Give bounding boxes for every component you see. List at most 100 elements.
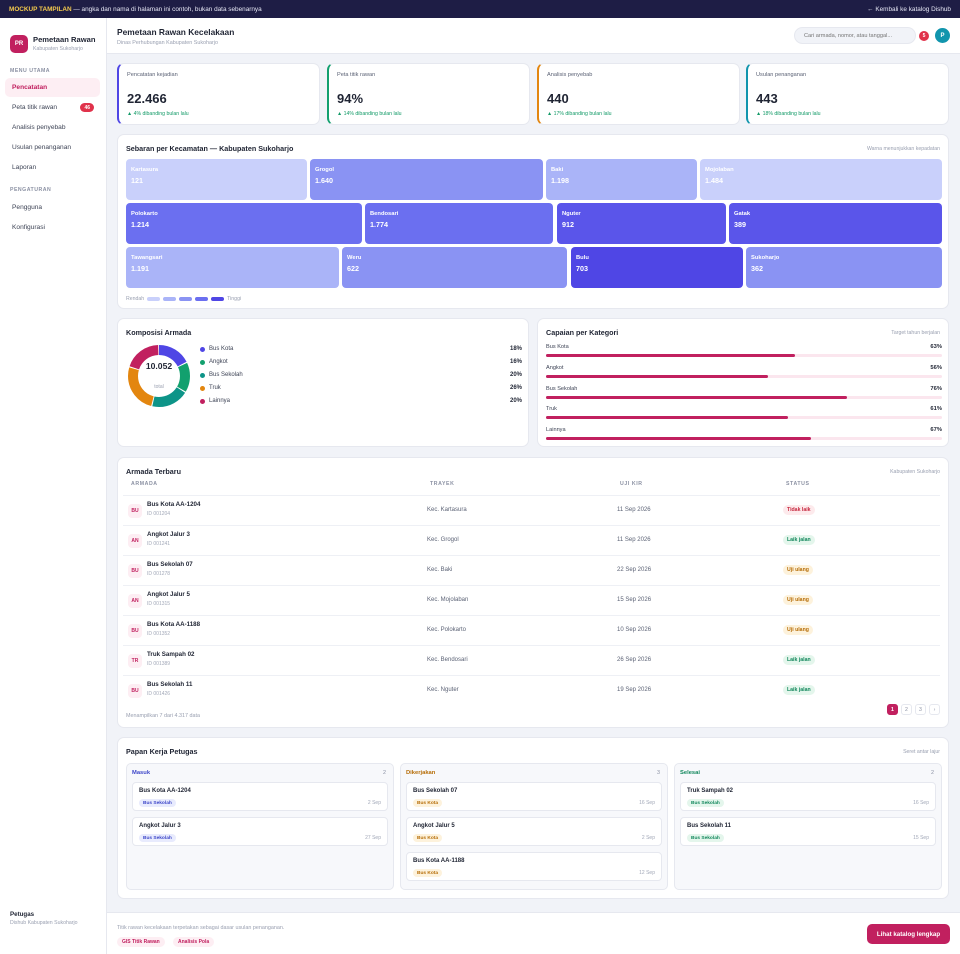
task-date: 2 Sep [367, 800, 381, 806]
density-legend: Rendah Tinggi [126, 296, 241, 302]
status-badge: Uji ulang [783, 625, 813, 635]
legend-label: Lainnya [209, 398, 231, 404]
progress-track [546, 375, 942, 378]
vehicle-code: BU [128, 684, 142, 698]
sidebar-item-label: Pencatatan [12, 84, 48, 91]
progress-label: Bus Sekolah [546, 386, 578, 392]
column-header[interactable]: ARMADA [131, 481, 158, 487]
task-card[interactable]: Bus Sekolah 11 Bus Sekolah 15 Sep [680, 817, 936, 846]
tile-name: Kartasura [131, 167, 159, 173]
treemap-tile[interactable]: Weru 622 [342, 247, 567, 288]
sidebar-item-laporan[interactable]: Laporan [5, 158, 100, 177]
status-badge: Laik jalan [783, 535, 815, 545]
legend-swatch [179, 297, 193, 301]
lane-selesai[interactable]: Selesai 2 Truk Sampah 02 Bus Sekolah 16 Se… [674, 763, 942, 890]
table-row[interactable]: TR Truk Sampah 02 ID 001389 Kec. Bendosari 2… [123, 645, 940, 675]
task-card[interactable]: Bus Kota AA-1188 Bus Kota 12 Sep [406, 852, 662, 881]
kpi-label: Usulan penanganan [756, 72, 807, 78]
column-header[interactable]: TRAYEK [430, 481, 455, 487]
vehicle-name: Bus Sekolah 07 [147, 561, 193, 568]
task-card[interactable]: Bus Sekolah 07 Bus Kota 16 Sep [406, 782, 662, 811]
legend-label: Bus Kota [209, 346, 234, 352]
sidebar-item-konfigurasi[interactable]: Konfigurasi [5, 218, 100, 237]
legend-item: Bus Kota 18% [200, 344, 522, 354]
kpi-card-peta[interactable]: Peta titik rawan 94% ▲ 14% dibanding bul… [327, 63, 530, 125]
page-button[interactable]: 1 [887, 704, 898, 715]
view-catalog-button[interactable]: Lihat katalog lengkap [867, 924, 950, 944]
progress-pct: 67% [930, 427, 942, 433]
treemap-tile[interactable]: Bulu 703 [571, 247, 743, 288]
lane-masuk[interactable]: Masuk 2 Bus Kota AA-1204 Bus Sekolah 2 Sep… [126, 763, 394, 890]
sidebar-item-pengguna[interactable]: Pengguna [5, 198, 100, 217]
page-footer: Titik rawan kecelakaan terpetakan sebaga… [107, 912, 960, 954]
treemap-tile[interactable]: Baki 1.198 [546, 159, 697, 200]
vehicle-name: Angkot Jalur 3 [147, 531, 190, 538]
tile-value: 912 [562, 220, 574, 229]
legend-dot [200, 372, 205, 378]
progress-fill [546, 396, 847, 399]
progress-label: Bus Kota [546, 344, 569, 350]
treemap-card: Sebaran per Kecamatan — Kabupaten Sukoha… [117, 134, 949, 309]
back-to-catalog-link[interactable]: ← Kembali ke katalog Dishub [867, 5, 951, 13]
progress-fill [546, 416, 788, 419]
legend-dot [200, 385, 205, 391]
vehicle-id: ID 001389 [147, 661, 171, 667]
task-title: Bus Kota AA-1188 [413, 858, 465, 864]
sidebar-item-analisis-penyebab[interactable]: Analisis penyebab [5, 118, 100, 137]
lane-title: Selesai [680, 770, 700, 776]
page-subtitle: Dinas Perhubungan Kabupaten Sukoharjo [117, 40, 219, 46]
treemap-tile[interactable]: Polokarto 1.214 [126, 203, 362, 244]
card-title: Komposisi Armada [126, 328, 192, 337]
legend-pct: 18% [509, 346, 522, 352]
table-row[interactable]: BU Bus Kota AA-1204 ID 001204 Kec. Kartasur… [123, 495, 940, 525]
avatar[interactable]: P [935, 28, 950, 43]
task-card[interactable]: Truk Sampah 02 Bus Sekolah 16 Sep [680, 782, 936, 811]
donut-slice-4 [128, 345, 190, 407]
sidebar-item-pencatatan[interactable]: Pencatatan [5, 78, 100, 97]
tile-name: Gatak [734, 211, 751, 217]
task-title: Bus Sekolah 11 [687, 823, 732, 829]
treemap-tile[interactable]: Grogol 1.640 [310, 159, 543, 200]
table-row[interactable]: BU Bus Kota AA-1188 ID 001352 Kec. Polokart… [123, 615, 940, 645]
legend-item: Angkot 16% [200, 357, 522, 367]
sidebar-item-label: Peta titik rawan [12, 104, 58, 111]
user-panel: Petugas Dishub Kabupaten Sukoharjo [10, 911, 78, 926]
task-card[interactable]: Bus Kota AA-1204 Bus Sekolah 2 Sep [132, 782, 388, 811]
lane-dikerjakan[interactable]: Dikerjakan 3 Bus Sekolah 07 Bus Kota 16 Se… [400, 763, 668, 890]
treemap-tile[interactable]: Gatak 389 [729, 203, 942, 244]
next-page-button[interactable]: › [929, 704, 940, 715]
tag-chip[interactable]: Analisis Pola [173, 937, 215, 947]
notification-badge[interactable]: 5 [919, 31, 929, 41]
table-row[interactable]: BU Bus Sekolah 11 ID 001426 Kec. Nguter 19 S… [123, 675, 940, 705]
table-row[interactable]: BU Bus Sekolah 07 ID 001278 Kec. Baki 22 Sep… [123, 555, 940, 585]
tile-name: Baki [551, 167, 564, 173]
table-row[interactable]: AN Angkot Jalur 5 ID 001315 Kec. Mojolaban 1… [123, 585, 940, 615]
sidebar-item-label: Usulan penanganan [12, 144, 72, 151]
test-date: 11 Sep 2026 [617, 507, 651, 513]
task-card[interactable]: Angkot Jalur 5 Bus Kota 2 Sep [406, 817, 662, 846]
task-card[interactable]: Angkot Jalur 3 Bus Sekolah 27 Sep [132, 817, 388, 846]
kpi-card-usulan[interactable]: Usulan penanganan 443 ▲ 18% dibanding bu… [746, 63, 949, 125]
table-row[interactable]: AN Angkot Jalur 3 ID 001241 Kec. Grogol 11 S… [123, 525, 940, 555]
page-button[interactable]: 2 [901, 704, 912, 715]
donut-chart [128, 345, 190, 407]
brand[interactable]: PR Pemetaan Rawan Kabupaten Sukoharjo [0, 18, 106, 58]
treemap-tile[interactable]: Sukoharjo 362 [746, 247, 942, 288]
sidebar-item-peta-titik-rawan[interactable]: Peta titik rawan 46 [5, 98, 100, 117]
test-date: 26 Sep 2026 [617, 657, 652, 663]
column-header[interactable]: UJI KIR [620, 481, 643, 487]
treemap-tile[interactable]: Bendosari 1.774 [365, 203, 553, 244]
page-button[interactable]: 3 [915, 704, 926, 715]
task-title: Truk Sampah 02 [687, 788, 734, 794]
column-header[interactable]: STATUS [786, 481, 810, 487]
treemap-tile[interactable]: Kartasura 121 [126, 159, 307, 200]
treemap-tile[interactable]: Mojolaban 1.484 [700, 159, 942, 200]
kpi-card-pencatatan[interactable]: Pencatatan kejadian 22.466 ▲ 4% dibandin… [117, 63, 320, 125]
sidebar-item-usulan-penanganan[interactable]: Usulan penanganan [5, 138, 100, 157]
test-date: 19 Sep 2026 [617, 687, 652, 693]
search-input[interactable] [794, 27, 916, 44]
treemap-tile[interactable]: Nguter 912 [557, 203, 726, 244]
treemap-tile[interactable]: Tawangsari 1.191 [126, 247, 339, 288]
tag-chip[interactable]: GIS Titik Rawan [117, 937, 165, 947]
kpi-card-analisis[interactable]: Analisis penyebab 440 ▲ 17% dibanding bu… [537, 63, 740, 125]
